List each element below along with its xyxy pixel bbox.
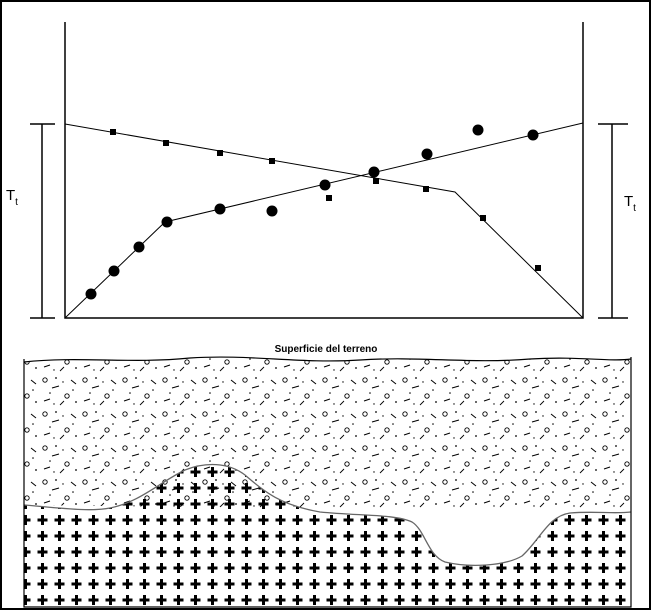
circle-points	[85, 124, 539, 300]
soil-layer	[24, 357, 631, 512]
label-main: T	[6, 187, 15, 204]
right-label: Tt	[624, 193, 636, 214]
left-label: Tt	[6, 187, 18, 208]
label-sub: t	[15, 197, 18, 208]
direct-line	[64, 122, 584, 319]
surface-label: Superficie del terreno	[275, 344, 378, 355]
ground-surface	[23, 356, 632, 363]
square-points	[110, 129, 541, 271]
label-sub: t	[633, 203, 636, 214]
left-bracket	[30, 123, 55, 319]
reverse-line	[64, 123, 584, 319]
right-bracket	[598, 123, 628, 319]
label-main: T	[624, 193, 633, 210]
bedrock-boundary	[23, 463, 632, 566]
plot-box	[64, 22, 584, 319]
section-border	[23, 357, 632, 608]
